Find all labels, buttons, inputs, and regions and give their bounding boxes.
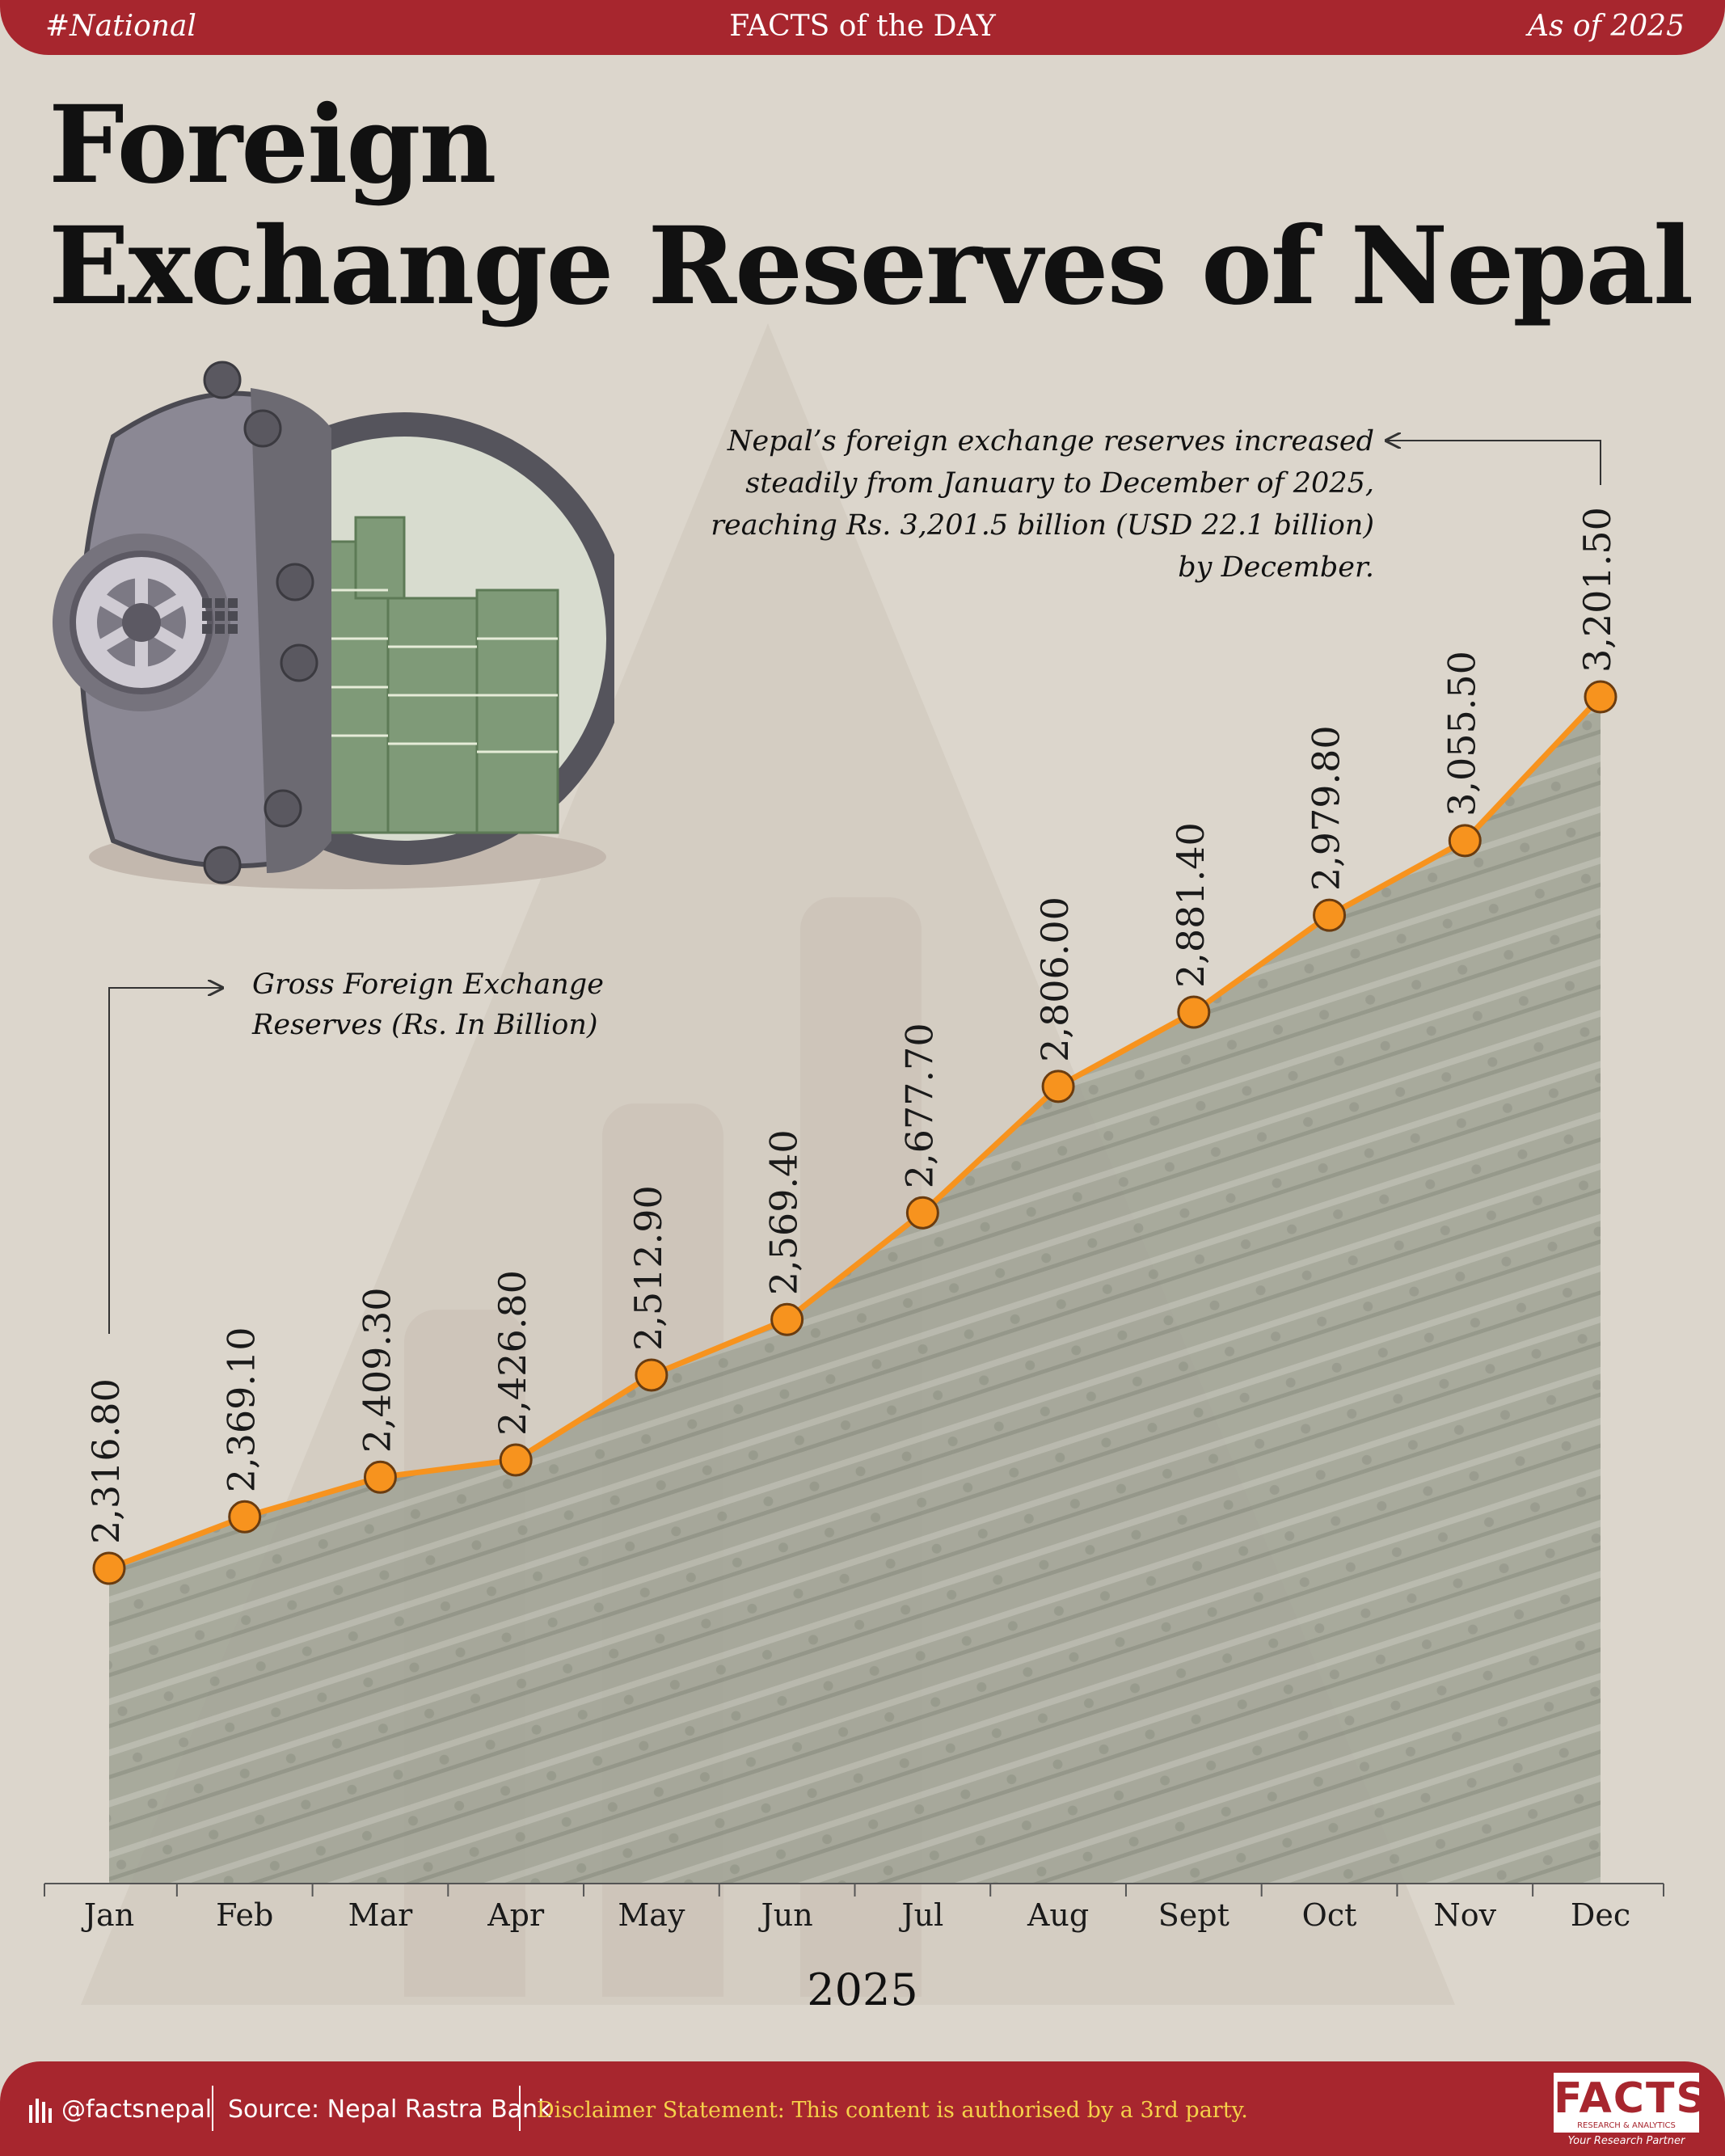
x-tick-label: Aug <box>1027 1897 1089 1933</box>
bar-chart-logo-icon <box>29 2099 52 2123</box>
data-point <box>228 1500 262 1534</box>
data-label: 2,806.00 <box>1033 897 1077 1062</box>
series-line <box>108 694 1603 1572</box>
title-line-2: Exchange Reserves of Nepal <box>49 204 1693 329</box>
x-tick-label: Nov <box>1433 1897 1496 1933</box>
data-point <box>1448 824 1482 858</box>
header-as-of: As of 2025 <box>1528 10 1685 43</box>
x-tick-label: Jul <box>898 1897 943 1933</box>
data-point <box>92 1551 126 1585</box>
series-label-line: Gross Foreign Exchange <box>252 968 604 1001</box>
x-tick-label: Feb <box>216 1897 273 1933</box>
data-point <box>770 1302 804 1336</box>
data-label: 2,677.70 <box>897 1023 941 1188</box>
x-tick-label: Dec <box>1571 1897 1630 1933</box>
x-tick-label: Apr <box>487 1897 545 1933</box>
data-label: 2,426.80 <box>491 1270 534 1436</box>
data-point <box>499 1443 533 1477</box>
data-point <box>1584 680 1617 714</box>
footer-divider <box>212 2086 213 2131</box>
logo-tagline: Your Research Partner <box>1554 2133 1699 2150</box>
x-tick-label: Sept <box>1158 1897 1229 1933</box>
series-label-arrow <box>108 988 222 1334</box>
data-label: 2,316.80 <box>84 1378 128 1544</box>
annotation-line: reaching Rs. 3,201.5 billion (USD 22.1 b… <box>711 509 1374 542</box>
data-point <box>1041 1070 1075 1103</box>
data-label: 2,369.10 <box>220 1327 264 1492</box>
data-point <box>1177 995 1211 1029</box>
series-label-line: Reserves (Rs. In Billion) <box>252 1009 598 1041</box>
vault-door-icon <box>53 361 614 889</box>
header-bar: #National FACTS of the DAY As of 2025 <box>0 0 1725 55</box>
logo-subtitle: RESEARCH & ANALYTICS <box>1577 2121 1676 2130</box>
footer-bar: @factsnepal Source: Nepal Rastra Bank Di… <box>0 2061 1725 2156</box>
header-tag: #National <box>45 10 196 43</box>
annotation-line: Nepal’s foreign exchange reserves increa… <box>727 425 1374 458</box>
data-label: 3,201.50 <box>1575 507 1619 673</box>
footer-handle[interactable]: @factsnepal <box>61 2095 213 2124</box>
footer-divider <box>519 2086 521 2131</box>
data-label: 2,409.30 <box>355 1287 399 1453</box>
page-title: Foreign Exchange Reserves of Nepal <box>49 82 1693 329</box>
area-fill <box>109 697 1601 1884</box>
data-point <box>905 1196 939 1230</box>
data-label: 3,055.50 <box>1440 651 1483 816</box>
data-point <box>635 1358 668 1392</box>
data-label: 2,979.80 <box>1305 725 1348 891</box>
series-label: Gross Foreign Exchange Reserves (Rs. In … <box>252 964 705 1045</box>
data-point <box>1313 898 1347 932</box>
footer-disclaimer: Disclaimer Statement: This content is au… <box>537 2098 1248 2123</box>
x-tick-label: Oct <box>1302 1897 1357 1933</box>
footer-source: Source: Nepal Rastra Bank <box>228 2095 552 2124</box>
data-label: 2,569.40 <box>762 1129 806 1295</box>
x-tick-label: May <box>618 1897 685 1933</box>
x-tick-label: Mar <box>348 1897 414 1933</box>
title-line-1: Foreign <box>49 82 496 208</box>
x-tick-label: Jun <box>758 1897 813 1933</box>
x-axis-title: 2025 <box>807 1964 918 2015</box>
data-label: 2,881.40 <box>1169 822 1213 988</box>
data-label: 2,512.90 <box>626 1185 670 1351</box>
data-point <box>363 1460 397 1494</box>
chart-annotation: Nepal’s foreign exchange reserves increa… <box>647 420 1374 589</box>
logo-name: FACTS <box>1554 2074 1708 2123</box>
facts-logo: FACTS RESEARCH & ANALYTICS Your Research… <box>1552 2071 1708 2152</box>
header-center-title: FACTS of the DAY <box>729 10 996 43</box>
x-tick-label: Jan <box>81 1897 134 1933</box>
annotation-line: by December. <box>1178 551 1374 584</box>
annotation-line: steadily from January to December of 202… <box>745 467 1374 500</box>
annotation-arrow <box>1386 441 1601 485</box>
